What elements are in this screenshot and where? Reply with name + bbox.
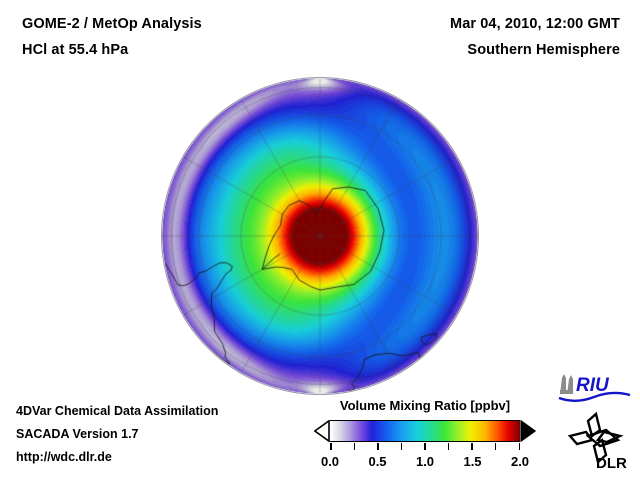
- colorbar-right-arrow-icon: [520, 420, 536, 442]
- globe-map: [162, 78, 478, 394]
- colorbar-gradient: [330, 420, 520, 442]
- footer-url: http://wdc.dlr.de: [16, 450, 112, 464]
- colorbar-tick-label: 2.0: [510, 454, 530, 469]
- date-label: Mar 04, 2010, 12:00 GMT: [450, 16, 620, 32]
- dlr-logo-text: DLR: [596, 455, 627, 472]
- colorbar-legend: Volume Mixing Ratio [ppbv] 0.0 0.5 1.0 1.5 2…: [306, 398, 544, 470]
- colorbar-tick-label: 1.0: [415, 454, 435, 469]
- footer-line-2: SACADA Version 1.7: [16, 427, 139, 441]
- riu-logo: RIU: [558, 374, 631, 402]
- page-subtitle: HCl at 55.4 hPa: [22, 42, 129, 58]
- hemisphere-label: Southern Hemisphere: [467, 42, 620, 58]
- colorbar-left-arrow-icon: [314, 420, 330, 442]
- colorbar-tick-label: 1.5: [463, 454, 482, 469]
- colorbar-title: Volume Mixing Ratio [ppbv]: [339, 398, 511, 413]
- riu-wave-icon: [558, 391, 631, 402]
- colorbar-tick-label: 0.0: [320, 454, 340, 469]
- dlr-pinwheel-icon: [567, 411, 624, 465]
- footer-line-1: 4DVar Chemical Data Assimilation: [16, 404, 219, 418]
- colorbar-tick-labels: 0.0 0.5 1.0 1.5 2.0: [306, 454, 544, 470]
- riu-tower-icon: [560, 374, 573, 394]
- heatmap-canvas: [162, 78, 478, 394]
- colorbar-ticks: [330, 443, 520, 450]
- dlr-logo: DLR: [567, 411, 627, 472]
- colorbar-tick-label: 0.5: [368, 454, 387, 469]
- orthographic-projection: [162, 78, 478, 394]
- page-title: GOME-2 / MetOp Analysis: [22, 16, 202, 32]
- riu-logo-text: RIU: [576, 375, 610, 396]
